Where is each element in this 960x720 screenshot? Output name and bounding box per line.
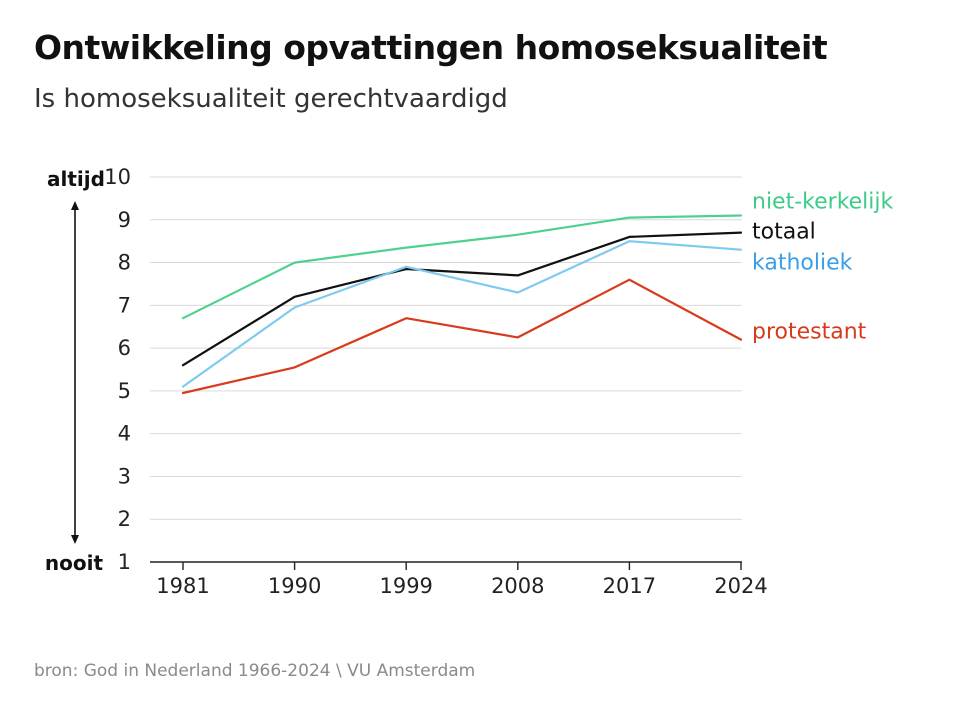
series-labels: niet-kerkelijk totaal katholiek protestant (752, 190, 894, 345)
x-tick-label: 1990 (268, 574, 321, 598)
y-tick-label: 6 (118, 336, 131, 360)
source-note: bron: God in Nederland 1966-2024 \ VU Am… (34, 661, 476, 681)
x-axis: 1981 1990 1999 2008 2017 2024 (156, 562, 768, 598)
y-tick-label: 8 (118, 251, 131, 275)
y-tick-label: 5 (118, 379, 131, 403)
y-axis-arrow-down (71, 535, 79, 544)
x-tick-label: 2008 (491, 574, 544, 598)
series-label-katholiek: katholiek (752, 251, 853, 276)
y-axis-bottom-label: nooit (45, 551, 104, 575)
series-line-katholiek (181, 240, 743, 388)
y-axis-arrow-up (71, 201, 79, 210)
y-tick-label: 7 (118, 293, 131, 317)
series-label-totaal: totaal (752, 220, 816, 245)
x-tick-label: 1981 (156, 574, 209, 598)
x-tick-label: 2024 (714, 574, 767, 598)
y-tick-label: 2 (118, 507, 131, 531)
x-tick-label: 1999 (379, 574, 432, 598)
chart-subtitle: Is homoseksualiteit gerechtvaardigd (34, 84, 508, 114)
series-lines (181, 214, 743, 395)
y-tick-label: 1 (118, 550, 131, 574)
y-tick-label: 9 (118, 208, 131, 232)
y-tick-label: 10 (104, 165, 131, 189)
series-line-niet-kerkelijk (181, 214, 743, 320)
y-axis-top-label: altijd (47, 167, 105, 191)
x-tick-label: 2017 (603, 574, 656, 598)
y-tick-label: 4 (118, 422, 131, 446)
gridlines (150, 176, 742, 563)
y-tick-label: 3 (118, 464, 131, 488)
series-line-protestant (181, 278, 743, 395)
series-label-protestant: protestant (752, 320, 867, 345)
series-label-niet-kerkelijk: niet-kerkelijk (752, 190, 894, 215)
y-axis: altijd nooit 1 2 3 4 5 6 7 8 9 10 (45, 165, 131, 575)
series-line-totaal (181, 231, 743, 367)
chart-title: Ontwikkeling opvattingen homoseksualitei… (34, 28, 828, 67)
